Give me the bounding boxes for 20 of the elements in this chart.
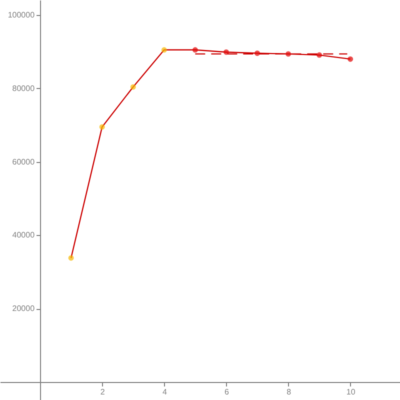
point [316,52,322,58]
y-tick-label: 60000 [12,157,36,166]
y-tick-label: 80000 [12,84,36,93]
point [130,84,136,90]
point [254,50,260,56]
x-tick-label: 8 [286,388,292,397]
y-tick-label: 40000 [12,230,36,240]
point [286,51,292,57]
point [68,255,74,261]
point [223,49,229,55]
point [192,47,198,53]
point [99,124,105,130]
x-tick-label: 6 [224,388,230,397]
x-tick-label: 2 [100,388,106,397]
x-tick-label: 10 [346,388,356,397]
x-tick-label: 4 [162,388,168,397]
point [348,56,354,62]
point [161,47,167,53]
y-tick-label: 100000 [8,10,36,20]
y-tick-label: 20000 [12,304,36,314]
